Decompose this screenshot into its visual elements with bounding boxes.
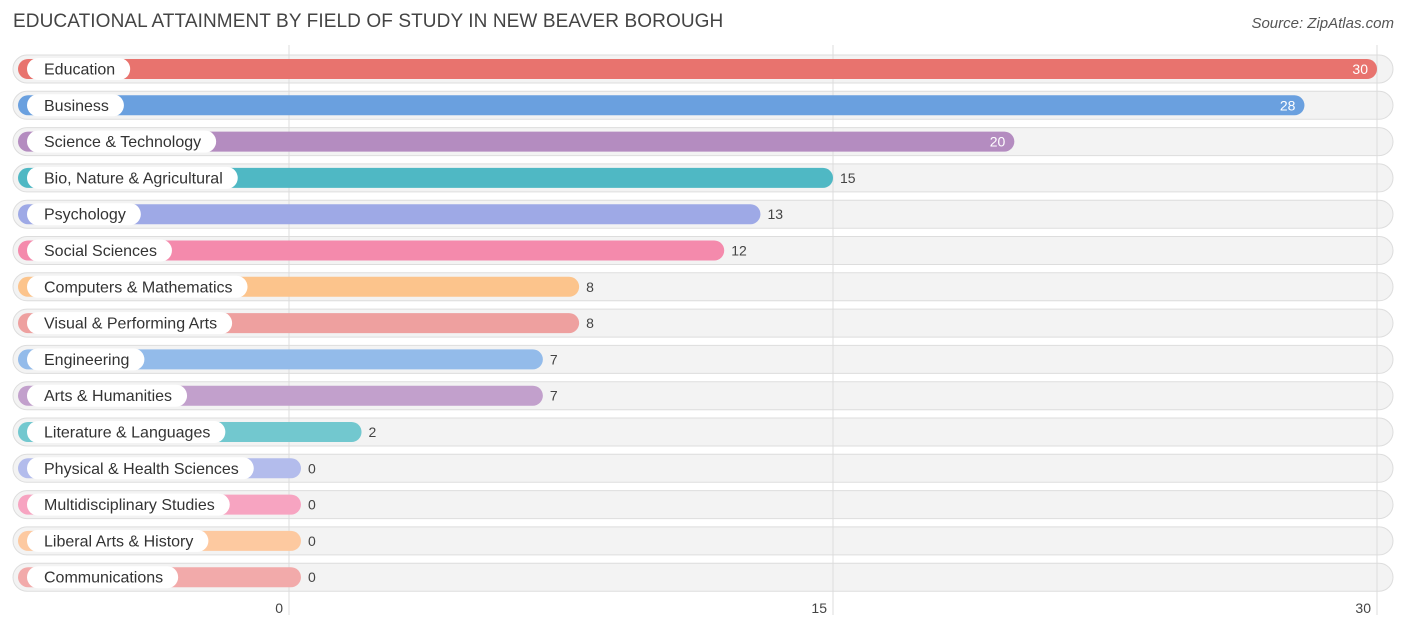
category-label-pill [27,493,230,516]
category-label-pill [27,348,145,371]
category-label-pill [27,166,238,189]
category-label: Business [44,98,109,115]
value-label: 28 [1280,97,1296,113]
category-label: Computers & Mathematics [44,279,233,296]
value-label: 0 [308,569,316,585]
category-label-pill [27,130,217,153]
value-label: 13 [767,206,783,222]
category-label-pill [27,94,124,117]
x-axis-ticks: 0 15 30 [275,600,1371,616]
category-label: Arts & Humanities [44,388,172,405]
value-label: 0 [308,460,316,476]
category-label: Visual & Performing Arts [44,316,217,333]
category-label: Engineering [44,352,129,369]
chart-title: EDUCATIONAL ATTAINMENT BY FIELD OF STUDY… [13,11,724,32]
value-label: 30 [1352,61,1368,77]
chart-source: Source: ZipAtlas.com [1251,15,1394,32]
category-label: Physical & Health Sciences [44,461,239,478]
value-label: 7 [550,351,558,367]
x-tick-label: 15 [811,600,827,616]
category-label-pill [27,457,254,480]
category-label: Literature & Languages [44,425,210,442]
category-label: Multidisciplinary Studies [44,497,215,514]
bar [18,349,543,370]
value-label: 20 [990,134,1006,150]
category-label-pill [27,529,209,552]
category-label: Science & Technology [44,134,201,151]
category-label: Social Sciences [44,243,157,260]
category-label: Communications [44,570,163,587]
category-label: Bio, Nature & Agricultural [44,170,223,187]
category-label: Education [44,62,115,79]
category-label-pill [27,275,248,298]
row-track [12,453,1394,483]
value-label: 7 [550,388,558,404]
bar [18,240,725,261]
bar [18,204,761,225]
value-label: 8 [586,279,594,295]
category-label-pill [27,239,172,262]
row-track [12,526,1394,556]
category-label: Psychology [44,207,126,224]
row-track [12,490,1394,520]
x-tick-label: 30 [1355,600,1371,616]
bar [18,59,1377,79]
value-label: 0 [308,533,316,549]
category-label-pill [27,421,226,443]
value-label: 8 [586,315,594,331]
bar [18,131,1015,152]
x-tick-label: 0 [275,600,283,616]
category-label-pill [27,58,131,80]
category-label-pill [27,384,188,407]
value-label: 0 [308,497,316,513]
row-track [12,562,1394,592]
value-label: 15 [840,170,856,186]
category-label: Liberal Arts & History [44,533,193,550]
value-label: 12 [731,243,747,259]
category-label-pill [27,203,141,226]
category-label-pill [27,312,233,335]
category-label-pill [27,566,179,589]
bar [18,95,1305,116]
value-label: 2 [369,424,377,440]
